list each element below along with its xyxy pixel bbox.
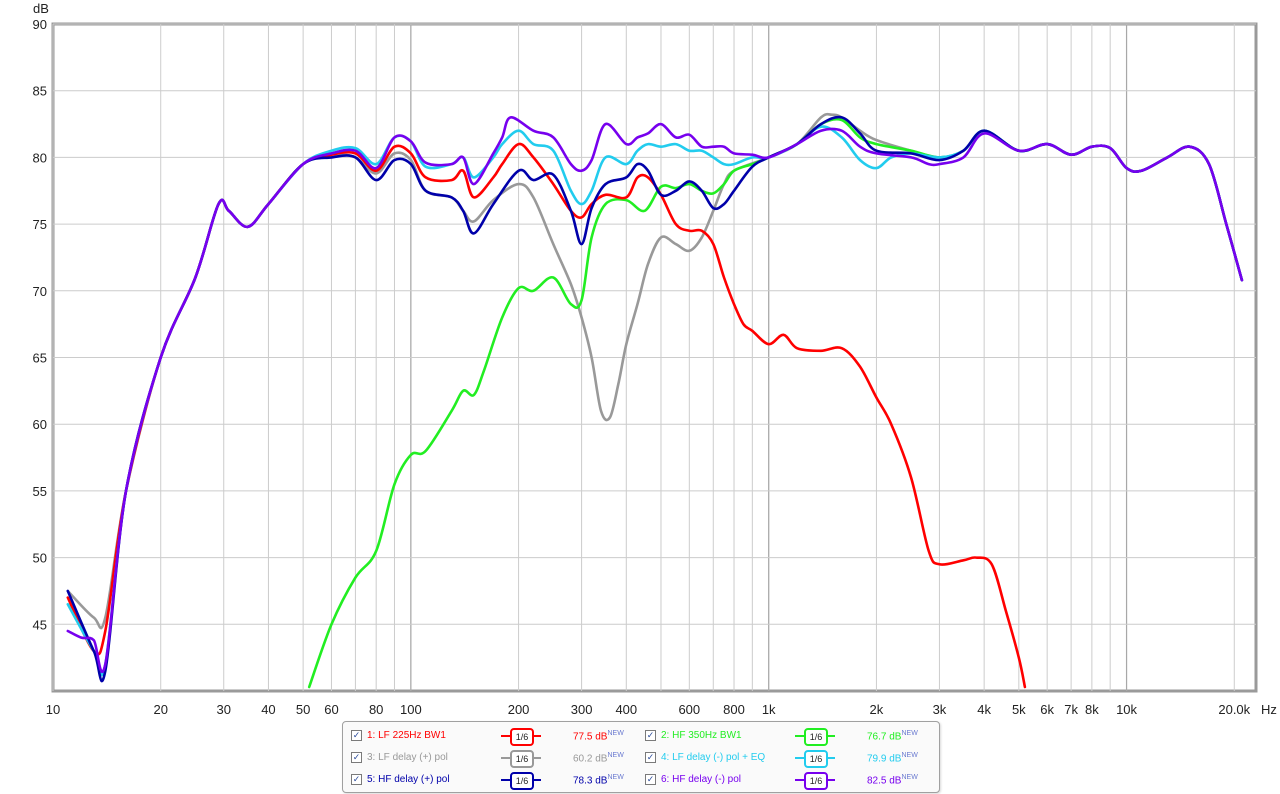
legend-series-name: 3: LF delay (+) pol: [367, 752, 448, 763]
series-visibility-checkbox[interactable]: ✓: [645, 774, 656, 785]
legend: ✓ 1: LF 225Hz BW1 1/6 77.5 dBNEW ✓ 2: HF 350H…: [342, 721, 940, 793]
tick-labels: 90 85 80 75 70 65 60 55 50 45 10 20 30 40 50 60 80 100 200…: [33, 17, 1251, 717]
x-tick-label: 10k: [1116, 702, 1137, 717]
legend-series-name: 4: LF delay (-) pol + EQ: [661, 752, 766, 763]
legend-item-3: ✓ 3: LF delay (+) pol 1/6 60.2 dBNEW: [351, 748, 641, 768]
x-tick-label: 300: [571, 702, 593, 717]
x-tick-label: 10: [46, 702, 60, 717]
legend-level-value: 82.5 dBNEW: [867, 774, 918, 787]
x-tick-label: 50: [296, 702, 310, 717]
x-tick-label: 80: [369, 702, 383, 717]
x-tick-label: 60: [324, 702, 338, 717]
legend-new-badge: NEW: [607, 752, 624, 759]
series-visibility-checkbox[interactable]: ✓: [645, 752, 656, 763]
smoothing-selector[interactable]: 1/6: [795, 748, 835, 768]
legend-item-5: ✓ 5: HF delay (+) pol 1/6 78.3 dBNEW: [351, 770, 641, 790]
series-lines: [66, 112, 1244, 689]
x-tick-label: 200: [508, 702, 530, 717]
smoothing-selector[interactable]: 1/6: [795, 770, 835, 790]
smoothing-selector[interactable]: 1/6: [501, 748, 541, 768]
series-visibility-checkbox[interactable]: ✓: [351, 730, 362, 741]
x-tick-label: 1k: [762, 702, 776, 717]
x-tick-label: 30: [217, 702, 231, 717]
smoothing-selector[interactable]: 1/6: [501, 726, 541, 746]
y-tick-label: 75: [33, 217, 47, 232]
series-visibility-checkbox[interactable]: ✓: [351, 774, 362, 785]
y-tick-label: 55: [33, 484, 47, 499]
x-tick-label: 40: [261, 702, 275, 717]
y-tick-label: 50: [33, 551, 47, 566]
smoothing-badge: 1/6: [804, 772, 828, 790]
y-tick-label: 80: [33, 150, 47, 165]
smoothing-badge: 1/6: [510, 728, 534, 746]
x-tick-label: 7k: [1064, 702, 1078, 717]
y-tick-label: 65: [33, 351, 47, 366]
x-tick-label: 2k: [870, 702, 884, 717]
x-tick-label: 8k: [1085, 702, 1099, 717]
x-tick-label: 20: [153, 702, 167, 717]
x-tick-label: 800: [723, 702, 745, 717]
x-tick-label: 20.0k: [1218, 702, 1250, 717]
legend-item-4: ✓ 4: LF delay (-) pol + EQ 1/6 79.9 dBNEW: [645, 748, 935, 768]
x-tick-label: 600: [678, 702, 700, 717]
legend-level-value: 76.7 dBNEW: [867, 730, 918, 743]
x-tick-label: 100: [400, 702, 422, 717]
legend-series-name: 5: HF delay (+) pol: [367, 774, 450, 785]
x-tick-label: 400: [615, 702, 637, 717]
legend-series-name: 1: LF 225Hz BW1: [367, 730, 446, 741]
legend-new-badge: NEW: [607, 730, 624, 737]
y-tick-label: 70: [33, 284, 47, 299]
legend-level-value: 77.5 dBNEW: [573, 730, 624, 743]
series-visibility-checkbox[interactable]: ✓: [351, 752, 362, 763]
legend-item-6: ✓ 6: HF delay (-) pol 1/6 82.5 dBNEW: [645, 770, 935, 790]
x-axis-unit: Hz: [1261, 702, 1277, 717]
legend-new-badge: NEW: [607, 774, 624, 781]
x-tick-label: 5k: [1012, 702, 1026, 717]
y-tick-label: 85: [33, 84, 47, 99]
smoothing-badge: 1/6: [804, 728, 828, 746]
legend-level-value: 60.2 dBNEW: [573, 752, 624, 765]
legend-series-name: 6: HF delay (-) pol: [661, 774, 742, 785]
y-tick-label: 60: [33, 417, 47, 432]
legend-item-2: ✓ 2: HF 350Hz BW1 1/6 76.7 dBNEW: [645, 726, 935, 746]
legend-new-badge: NEW: [901, 752, 918, 759]
smoothing-selector[interactable]: 1/6: [501, 770, 541, 790]
legend-level-value: 79.9 dBNEW: [867, 752, 918, 765]
x-tick-label: 3k: [933, 702, 947, 717]
y-axis-label: dB: [33, 1, 49, 16]
legend-new-badge: NEW: [901, 774, 918, 781]
smoothing-badge: 1/6: [804, 750, 828, 768]
legend-series-name: 2: HF 350Hz BW1: [661, 730, 742, 741]
series-line-6: [66, 116, 1244, 674]
y-tick-label: 45: [33, 617, 47, 632]
smoothing-selector[interactable]: 1/6: [795, 726, 835, 746]
smoothing-badge: 1/6: [510, 750, 534, 768]
legend-level-value: 78.3 dBNEW: [573, 774, 624, 787]
series-visibility-checkbox[interactable]: ✓: [645, 730, 656, 741]
legend-item-1: ✓ 1: LF 225Hz BW1 1/6 77.5 dBNEW: [351, 726, 641, 746]
y-tick-label: 90: [33, 17, 47, 32]
x-tick-label: 4k: [977, 702, 991, 717]
legend-new-badge: NEW: [901, 730, 918, 737]
smoothing-badge: 1/6: [510, 772, 534, 790]
x-tick-label: 6k: [1040, 702, 1054, 717]
